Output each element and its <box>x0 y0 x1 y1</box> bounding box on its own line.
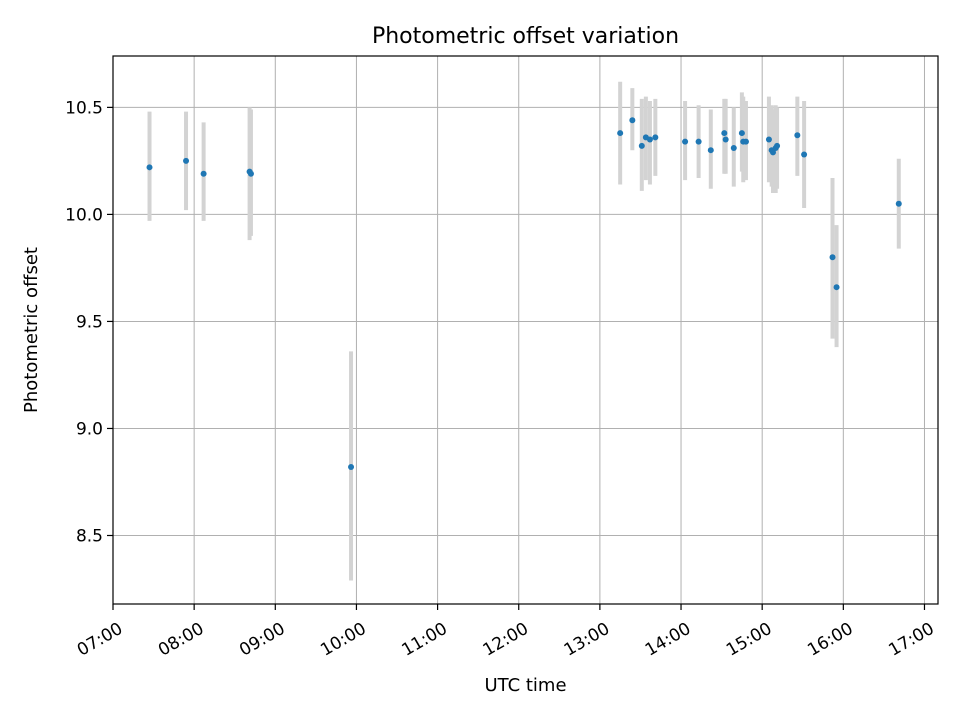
data-point <box>617 130 624 137</box>
x-tick-label: 09:00 <box>236 619 288 661</box>
data-point <box>801 151 808 158</box>
data-point <box>629 117 636 124</box>
x-tick-label: 14:00 <box>642 619 694 661</box>
data-point <box>707 147 714 154</box>
data-point <box>682 138 689 145</box>
data-point <box>200 170 207 177</box>
data-point <box>895 200 902 207</box>
x-tick-label: 10:00 <box>317 619 369 661</box>
data-point <box>730 145 737 152</box>
y-tick-label: 10.5 <box>65 98 103 118</box>
data-point <box>829 254 836 261</box>
data-point <box>695 138 702 145</box>
y-tick-label: 9.0 <box>76 419 103 439</box>
x-tick-label: 13:00 <box>561 619 613 661</box>
data-point <box>765 136 772 143</box>
x-tick-label: 07:00 <box>74 619 126 661</box>
y-axis-label: Photometric offset <box>21 247 42 413</box>
data-point <box>794 132 801 139</box>
data-point <box>833 284 840 291</box>
data-point <box>721 130 728 137</box>
data-point <box>738 130 745 137</box>
data-point <box>722 136 729 143</box>
data-point <box>652 134 659 141</box>
data-point <box>247 170 254 177</box>
data-point <box>774 142 781 149</box>
data-points <box>146 117 902 470</box>
data-point <box>646 136 653 143</box>
x-tick-label: 11:00 <box>398 619 450 661</box>
data-point <box>638 142 645 149</box>
y-tick-label: 10.0 <box>65 205 103 225</box>
grid-lines <box>112 56 938 604</box>
chart-title: Photometric offset variation <box>372 24 679 49</box>
data-point <box>183 157 190 164</box>
x-tick-label: 08:00 <box>155 619 207 661</box>
data-point <box>348 464 355 470</box>
x-tick-label: 17:00 <box>885 619 937 661</box>
x-axis-label: UTC time <box>484 675 566 696</box>
x-tick-label: 12:00 <box>480 619 532 661</box>
error-bars <box>147 81 901 581</box>
y-tick-label: 9.5 <box>76 312 103 332</box>
y-axis-ticks: 8.5 9.0 9.5 10.0 10.5 <box>65 98 113 547</box>
data-point <box>146 164 153 171</box>
y-tick-label: 8.5 <box>76 527 103 547</box>
x-tick-label: 16:00 <box>804 619 856 661</box>
data-point <box>742 138 749 145</box>
data-point <box>770 149 776 156</box>
x-tick-label: 15:00 <box>723 619 775 661</box>
x-axis-ticks: 07:00 08:00 09:00 10:00 11:00 12:00 13:00 14:00… <box>74 604 938 661</box>
plot-frame <box>112 55 939 605</box>
